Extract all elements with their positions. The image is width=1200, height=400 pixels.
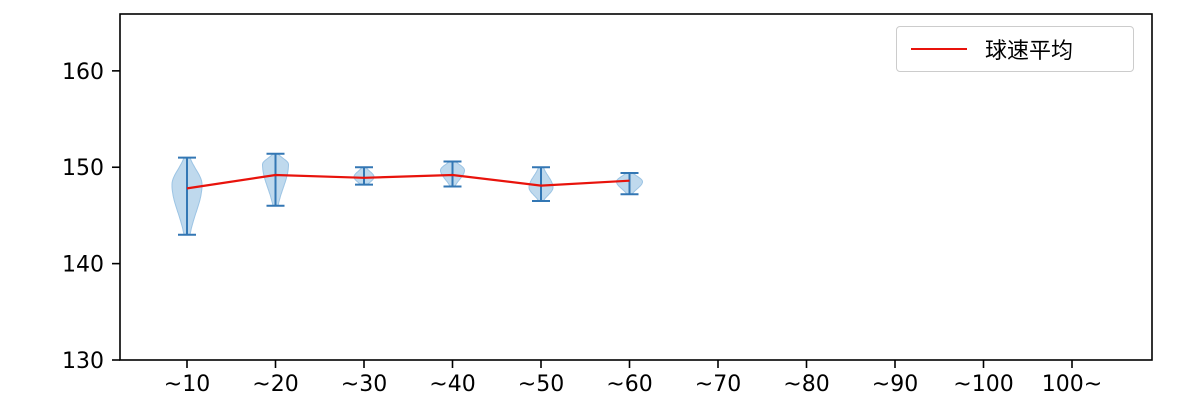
x-tick-label: ~20 xyxy=(252,372,298,397)
y-tick-label: 130 xyxy=(62,349,104,374)
mean-line-legend-swatch xyxy=(911,48,967,50)
x-tick-label: ~90 xyxy=(872,372,918,397)
x-tick-label: ~70 xyxy=(695,372,741,397)
x-tick-label: ~80 xyxy=(783,372,829,397)
x-tick-label: 100~ xyxy=(1042,372,1102,397)
legend: 球速平均 xyxy=(896,26,1134,72)
x-tick-label: ~50 xyxy=(518,372,564,397)
mean-line xyxy=(186,173,630,190)
x-tick-label: ~60 xyxy=(606,372,652,397)
y-tick-label: 150 xyxy=(62,156,104,181)
x-tick-label: ~40 xyxy=(429,372,475,397)
x-tick-label: ~100 xyxy=(953,372,1013,397)
x-tick-label: ~30 xyxy=(341,372,387,397)
x-tick-label: ~10 xyxy=(164,372,210,397)
y-tick-label: 140 xyxy=(62,253,104,278)
plot-frame xyxy=(119,13,1153,361)
mean-line-legend-label: 球速平均 xyxy=(985,39,1074,64)
y-tick-label: 160 xyxy=(62,60,104,85)
